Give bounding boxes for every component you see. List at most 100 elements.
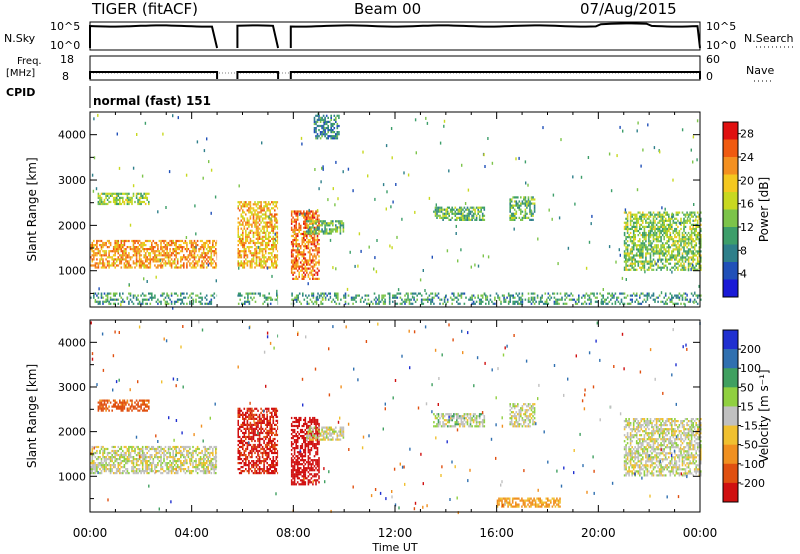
echo-cell: [453, 294, 455, 297]
echo-cell: [106, 256, 109, 259]
echo-cell: [96, 266, 98, 269]
echo-cell: [675, 240, 678, 243]
scatter-echo: [624, 208, 627, 212]
echo-cell: [445, 208, 447, 211]
echo-cell: [193, 466, 196, 469]
echo-cell: [164, 262, 167, 265]
echo-cell: [485, 302, 487, 305]
echo-cell: [274, 256, 276, 259]
echo-cell: [642, 246, 644, 249]
echo-cell: [252, 217, 255, 220]
echo-cell: [475, 214, 478, 217]
echo-cell: [527, 216, 530, 219]
echo-cell: [112, 198, 115, 201]
echo-cell: [668, 236, 670, 239]
echo-cell: [243, 264, 246, 267]
echo-cell: [646, 294, 649, 297]
echo-cell: [140, 302, 142, 305]
echo-cell: [126, 239, 129, 243]
echo-cell: [335, 118, 337, 121]
echo-cell: [312, 275, 314, 278]
echo-cell: [157, 244, 159, 247]
echo-cell: [643, 234, 646, 237]
echo-cell: [344, 292, 347, 295]
echo-cell: [128, 264, 130, 267]
echo-cell: [664, 258, 667, 261]
scatter-echo: [376, 239, 378, 242]
echo-cell: [112, 200, 115, 204]
echo-cell: [663, 246, 665, 249]
echo-cell: [471, 296, 473, 299]
echo-cell: [375, 300, 377, 303]
echo-cell: [149, 266, 152, 269]
echo-cell: [166, 294, 168, 297]
echo-cell: [148, 449, 150, 453]
echo-cell: [166, 252, 168, 255]
echo-cell: [261, 250, 264, 253]
echo-cell: [623, 244, 626, 247]
echo-cell: [117, 248, 120, 251]
echo-cell: [515, 212, 518, 215]
echo-cell: [152, 239, 155, 243]
echo-cell: [683, 234, 685, 237]
echo-cell: [678, 292, 681, 295]
echo-cell: [120, 262, 123, 265]
echo-cell: [294, 298, 296, 301]
echo-cell: [648, 231, 650, 235]
echo-cell: [299, 224, 302, 227]
echo-cell: [681, 236, 684, 239]
echo-cell: [240, 256, 243, 259]
echo-cell: [483, 206, 486, 209]
scatter-echo: [530, 209, 532, 213]
echo-cell: [154, 296, 156, 299]
echo-cell: [306, 269, 308, 272]
echo-cell: [134, 248, 136, 251]
echo-cell: [443, 296, 446, 299]
echo-cell: [242, 223, 244, 226]
echo-cell: [478, 300, 481, 303]
echo-cell: [316, 251, 319, 254]
echo-cell: [258, 246, 261, 249]
echo-cell: [276, 298, 278, 301]
echo-cell: [132, 466, 135, 469]
echo-cell: [269, 217, 271, 220]
echo-cell: [295, 232, 297, 236]
echo-cell: [257, 229, 259, 232]
echo-cell: [105, 192, 107, 195]
echo-cell: [119, 458, 121, 461]
echo-cell: [260, 237, 262, 240]
scatter-echo: [690, 148, 692, 152]
echo-cell: [509, 204, 511, 207]
echo-cell: [625, 246, 627, 249]
echo-cell: [137, 460, 139, 463]
echo-cell: [245, 252, 247, 255]
echo-cell: [100, 196, 103, 199]
echo-cell: [93, 294, 95, 297]
echo-cell: [158, 264, 161, 267]
echo-cell: [684, 252, 687, 255]
echo-cell: [469, 210, 472, 213]
echo-cell: [91, 445, 94, 449]
echo-cell: [115, 246, 118, 249]
echo-cell: [315, 131, 317, 134]
echo-cell: [91, 466, 94, 469]
echo-cell: [192, 462, 194, 465]
echo-cell: [183, 445, 185, 449]
echo-cell: [172, 466, 174, 469]
echo-cell: [425, 298, 428, 301]
echo-cell: [91, 462, 94, 465]
echo-cell: [154, 260, 156, 263]
echo-cell: [640, 254, 643, 257]
echo-cell: [161, 468, 164, 471]
echo-cell: [186, 250, 188, 253]
echo-cell: [306, 224, 308, 227]
echo-cell: [523, 214, 525, 217]
echo-cell: [175, 244, 177, 247]
echo-cell: [542, 302, 545, 305]
echo-cell: [640, 244, 643, 247]
echo-cell: [684, 219, 687, 222]
echo-cell: [677, 225, 679, 228]
echo-cell: [674, 244, 676, 247]
echo-cell: [151, 466, 153, 469]
echo-cell: [431, 292, 434, 295]
